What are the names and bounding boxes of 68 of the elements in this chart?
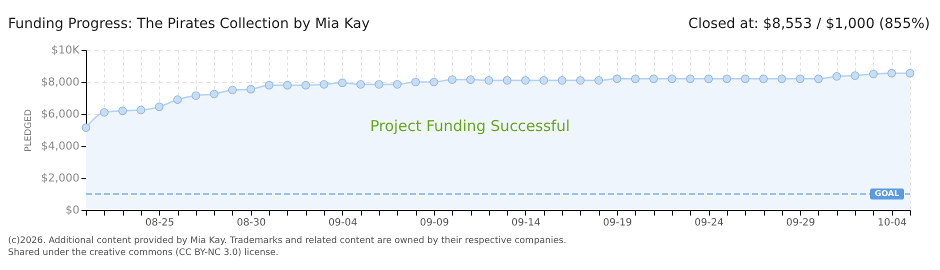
- y-tick-label: $4,000: [41, 140, 80, 152]
- point: [850, 71, 860, 80]
- point: [118, 106, 127, 116]
- x-tick-label: 09-14: [511, 218, 540, 228]
- point: [686, 74, 695, 84]
- point: [484, 76, 494, 85]
- point: [301, 80, 310, 90]
- point: [374, 80, 384, 89]
- y-tick-label: $10K: [51, 44, 80, 56]
- point: [448, 75, 456, 84]
- point: [82, 123, 90, 132]
- point: [612, 74, 622, 84]
- point: [228, 86, 237, 94]
- point: [283, 80, 292, 90]
- point: [210, 90, 218, 98]
- point: [558, 76, 566, 85]
- chart-subtitle: Closed at: $8,553 / $1,000 (855%): [688, 16, 930, 32]
- x-tick-label: 08-25: [145, 218, 174, 228]
- point: [393, 80, 402, 89]
- point: [906, 68, 914, 78]
- point: [246, 84, 256, 94]
- x-tick-label: 10-04: [878, 218, 907, 228]
- point: [136, 106, 146, 114]
- point: [264, 80, 274, 90]
- point: [338, 78, 347, 88]
- x-tick-label: 09-19: [602, 218, 632, 228]
- point: [576, 76, 585, 85]
- y-tick-label: $8,000: [41, 76, 80, 88]
- y-axis-title: PLEDGED: [24, 109, 34, 152]
- text: Shared under the creative commons (CC BY-NC 3.0) license.: [8, 248, 279, 258]
- point: [814, 74, 823, 84]
- point: [540, 76, 548, 85]
- point: [759, 74, 768, 84]
- point: [631, 74, 640, 84]
- point: [502, 76, 512, 85]
- point: [668, 74, 676, 84]
- point: [594, 76, 603, 85]
- point: [356, 80, 365, 89]
- point: [740, 74, 750, 84]
- point: [649, 74, 658, 84]
- point: [796, 74, 804, 84]
- x-tick-label: 09-04: [328, 218, 358, 228]
- point: [430, 78, 438, 86]
- x-tick-label: 09-29: [786, 218, 816, 228]
- y-tick-label: $0: [66, 204, 80, 216]
- annotation: Project Funding Successful: [370, 117, 570, 135]
- x-tick-label: 09-09: [420, 218, 449, 228]
- point: [887, 68, 896, 78]
- point: [704, 74, 713, 84]
- text: (c)2026. Additional content provided by Mia Kay. Trademarks and related content are owned by their respective companies.: [8, 236, 566, 246]
- point: [722, 74, 732, 84]
- point: [411, 78, 420, 86]
- y-tick-label: $6,000: [41, 108, 80, 120]
- ref-line-label: GOAL: [874, 189, 900, 198]
- x-tick-label: 08-30: [236, 218, 266, 228]
- chart-title: Funding Progress: The Pirates Collection by Mia Kay: [8, 16, 370, 32]
- point: [192, 91, 200, 100]
- point: [832, 72, 842, 81]
- point: [778, 74, 786, 84]
- point: [173, 95, 182, 104]
- y-tick-label: $2,000: [41, 172, 80, 184]
- point: [869, 70, 878, 78]
- point: [320, 80, 328, 89]
- point: [521, 76, 530, 85]
- point: [154, 102, 164, 112]
- point: [466, 75, 475, 84]
- point: [100, 108, 109, 117]
- x-tick-label: 09-24: [694, 218, 724, 228]
